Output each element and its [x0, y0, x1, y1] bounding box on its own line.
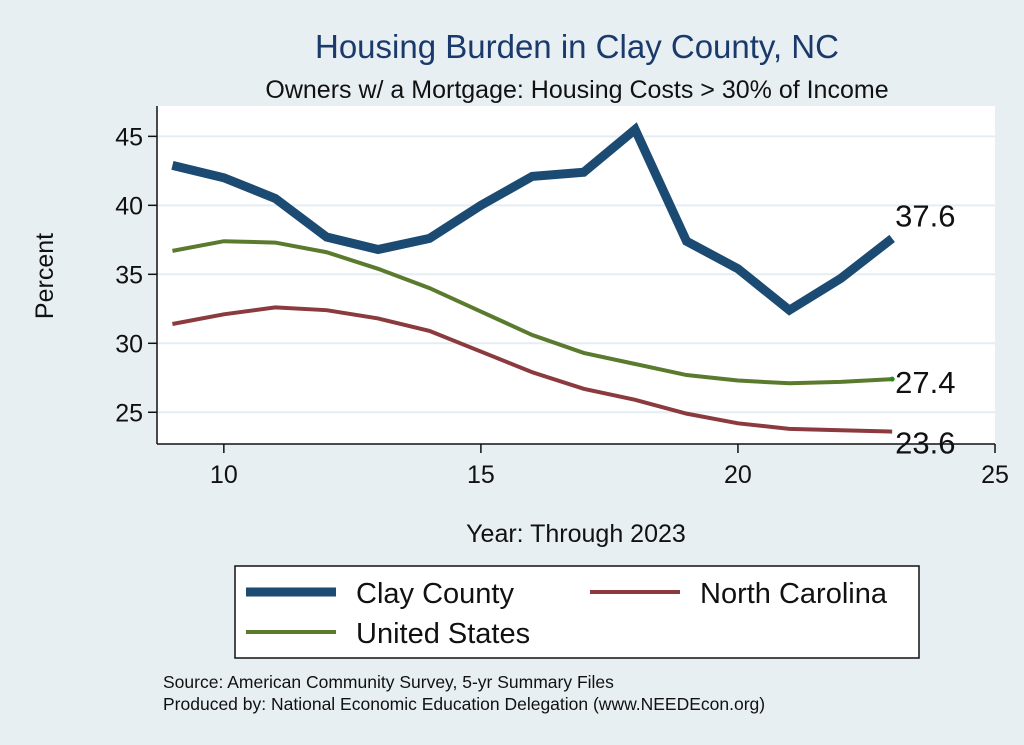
end-label-clay-county: 37.6 — [895, 198, 955, 233]
y-tick-label: 25 — [115, 399, 143, 427]
legend-label-clay-county: Clay County — [356, 578, 514, 610]
series-line-clay-county — [171, 122, 895, 316]
chart-subtitle: Owners w/ a Mortgage: Housing Costs > 30… — [265, 76, 888, 104]
x-tick-label: 20 — [724, 461, 752, 489]
x-tick-label: 15 — [467, 461, 495, 489]
end-label-united-states: 27.4 — [895, 365, 955, 400]
y-ticks: 25 30 35 40 45 — [115, 123, 157, 427]
series-line-north-carolina — [172, 305, 893, 434]
end-point-united-states — [889, 376, 895, 382]
legend-box — [234, 565, 920, 659]
x-axis-title: Year: Through 2023 — [466, 520, 686, 548]
end-labels: 37.6 23.6 27.4 — [895, 198, 955, 460]
y-tick-label: 45 — [115, 123, 143, 151]
grid — [157, 135, 995, 414]
series-line-united-states — [172, 239, 893, 386]
chart-title: Housing Burden in Clay County, NC — [315, 28, 839, 65]
produced-by-note: Produced by: National Economic Education… — [163, 694, 765, 714]
y-tick-label: 35 — [115, 261, 143, 289]
y-axis-title: Percent — [31, 233, 59, 319]
x-ticks: 10 15 20 25 — [210, 444, 1009, 489]
source-note: Source: American Community Survey, 5-yr … — [163, 672, 614, 692]
x-tick-label: 10 — [210, 461, 238, 489]
legend-label-north-carolina: North Carolina — [700, 578, 888, 610]
series-layer — [171, 122, 895, 434]
end-label-north-carolina: 23.6 — [895, 426, 955, 461]
legend-label-united-states: United States — [356, 618, 530, 650]
legend: Clay County North Carolina United States — [234, 565, 920, 659]
x-tick-label: 25 — [981, 461, 1009, 489]
y-tick-label: 40 — [115, 192, 143, 220]
y-tick-label: 30 — [115, 330, 143, 358]
